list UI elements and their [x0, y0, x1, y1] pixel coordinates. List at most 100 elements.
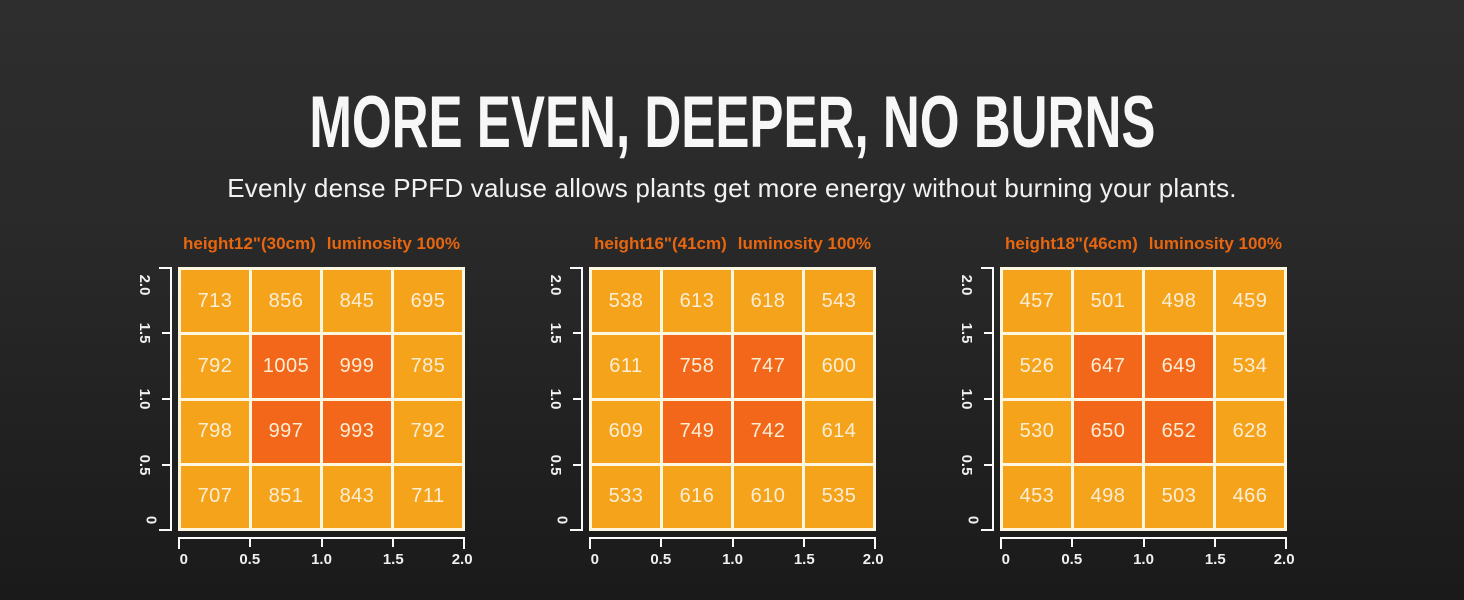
axis-tick [984, 464, 992, 466]
heatmap-cell: 997 [252, 400, 320, 463]
chart-luminosity-label: luminosity 100% [737, 234, 871, 253]
heatmap-cell: 498 [1145, 270, 1213, 333]
chart-luminosity-label: luminosity 100% [326, 234, 460, 253]
heatmap-grid: 538 613 618 543 611 758 747 600 609 749 … [589, 267, 876, 531]
heatmap-cell: 647 [1074, 335, 1142, 398]
y-tick-label: 1.5 [958, 322, 976, 344]
heatmap-cell: 851 [252, 465, 320, 528]
page-subtitle: Evenly dense PPFD valuse allows plants g… [227, 173, 1237, 203]
x-tick-label: 0.5 [1061, 551, 1083, 568]
chart-luminosity-label: luminosity 100% [1148, 234, 1282, 253]
x-tick-label: 1.5 [793, 551, 815, 568]
y-axis-line [581, 267, 583, 531]
chart-height-label: height16"(41cm) [594, 234, 727, 253]
axis-tick [731, 539, 734, 547]
x-axis: 0 0.5 1.0 1.5 2.0 [178, 537, 473, 575]
x-axis: 0 0.5 1.0 1.5 2.0 [1000, 537, 1295, 575]
x-tick-label: 0 [179, 551, 188, 568]
x-tick-label: 1.0 [311, 551, 332, 568]
x-axis-line [589, 537, 876, 539]
axis-tick [981, 267, 992, 269]
heatmap-cell: 1005 [252, 335, 320, 398]
y-tick-label: 0 [553, 516, 571, 525]
x-tick-label: 0 [1001, 551, 1010, 568]
plot-area: 2.0 1.5 1.0 0.5 0 457 501 498 459 526 64… [954, 267, 1287, 531]
x-tick-label: 1.5 [382, 551, 404, 568]
heatmap-cell: 611 [592, 335, 660, 398]
plot-area: 2.0 1.5 1.0 0.5 0 713 856 845 695 792 10… [132, 267, 465, 531]
x-tick-label: 1.0 [722, 551, 743, 568]
x-tick-label: 2.0 [1273, 551, 1295, 568]
heatmap-cell: 785 [394, 335, 462, 398]
heatmap-cell: 466 [1216, 465, 1284, 528]
heatmap-cell: 535 [805, 465, 873, 528]
axis-tick [162, 332, 170, 334]
plot-area: 2.0 1.5 1.0 0.5 0 538 613 618 543 611 75… [543, 267, 876, 531]
axis-tick [1142, 539, 1145, 547]
ppfd-chart-height18: height18"(46cm) luminosity 100% 2.0 1.5 1… [954, 234, 1295, 575]
chart-title: height16"(41cm) luminosity 100% [589, 234, 876, 254]
y-tick-label: 0.5 [547, 454, 565, 476]
chart-title: height12"(30cm) luminosity 100% [178, 234, 465, 254]
axis-tick [981, 529, 992, 531]
axis-tick [984, 398, 992, 400]
axis-tick [570, 267, 581, 269]
heatmap-cell: 707 [181, 465, 249, 528]
heatmap-cell: 609 [592, 400, 660, 463]
axis-tick [659, 539, 662, 547]
heatmap-cell: 618 [734, 270, 802, 333]
heatmap-cell: 538 [592, 270, 660, 333]
x-tick-label: 0.5 [239, 551, 261, 568]
axis-tick [1000, 539, 1002, 549]
heatmap-cell: 600 [805, 335, 873, 398]
axis-tick [570, 529, 581, 531]
page-title-wrap: MORE EVEN, DEEPER, NO BURNS [0, 0, 1464, 159]
y-tick-label: 1.0 [958, 388, 976, 410]
y-tick-label: 1.0 [136, 388, 154, 410]
heatmap-cell: 652 [1145, 400, 1213, 463]
axis-tick [984, 332, 992, 334]
axis-tick [162, 398, 170, 400]
axis-tick [573, 464, 581, 466]
heatmap-cell: 747 [734, 335, 802, 398]
y-tick-label: 0 [964, 516, 982, 525]
heatmap-cell: 533 [592, 465, 660, 528]
y-tick-label: 0.5 [958, 454, 976, 476]
x-tick-label: 2.0 [862, 551, 884, 568]
heatmap-cell: 503 [1145, 465, 1213, 528]
ppfd-chart-height16: height16"(41cm) luminosity 100% 2.0 1.5 1… [543, 234, 884, 575]
heatmap-cell: 614 [805, 400, 873, 463]
heatmap-cell: 993 [323, 400, 391, 463]
heatmap-cell: 843 [323, 465, 391, 528]
axis-tick [463, 539, 465, 549]
axis-tick [573, 398, 581, 400]
axis-tick [320, 539, 323, 547]
chart-height-label: height18"(46cm) [1005, 234, 1138, 253]
charts-row: height12"(30cm) luminosity 100% 2.0 1.5 1… [0, 234, 1464, 575]
y-axis: 2.0 1.5 1.0 0.5 0 [954, 267, 994, 531]
heatmap-cell: 856 [252, 270, 320, 333]
x-axis: 0 0.5 1.0 1.5 2.0 [589, 537, 884, 575]
axis-tick [874, 539, 876, 549]
heatmap-cell: 498 [1074, 465, 1142, 528]
page-title: MORE EVEN, DEEPER, NO BURNS [308, 82, 1156, 163]
heatmap-cell: 501 [1074, 270, 1142, 333]
axis-tick [392, 539, 395, 547]
heatmap-cell: 711 [394, 465, 462, 528]
y-tick-label: 1.0 [547, 388, 565, 410]
y-axis: 2.0 1.5 1.0 0.5 0 [543, 267, 583, 531]
heatmap-cell: 459 [1216, 270, 1284, 333]
axis-tick [573, 332, 581, 334]
axis-tick [248, 539, 251, 547]
x-tick-label: 0 [590, 551, 599, 568]
heatmap-cell: 798 [181, 400, 249, 463]
x-tick-label: 1.0 [1133, 551, 1154, 568]
x-axis-line [178, 537, 465, 539]
y-tick-label: 1.5 [547, 322, 565, 344]
heatmap-cell: 650 [1074, 400, 1142, 463]
heatmap-cell: 610 [734, 465, 802, 528]
heatmap-cell: 616 [663, 465, 731, 528]
heatmap-cell: 613 [663, 270, 731, 333]
y-axis-line [992, 267, 994, 531]
heatmap-cell: 534 [1216, 335, 1284, 398]
